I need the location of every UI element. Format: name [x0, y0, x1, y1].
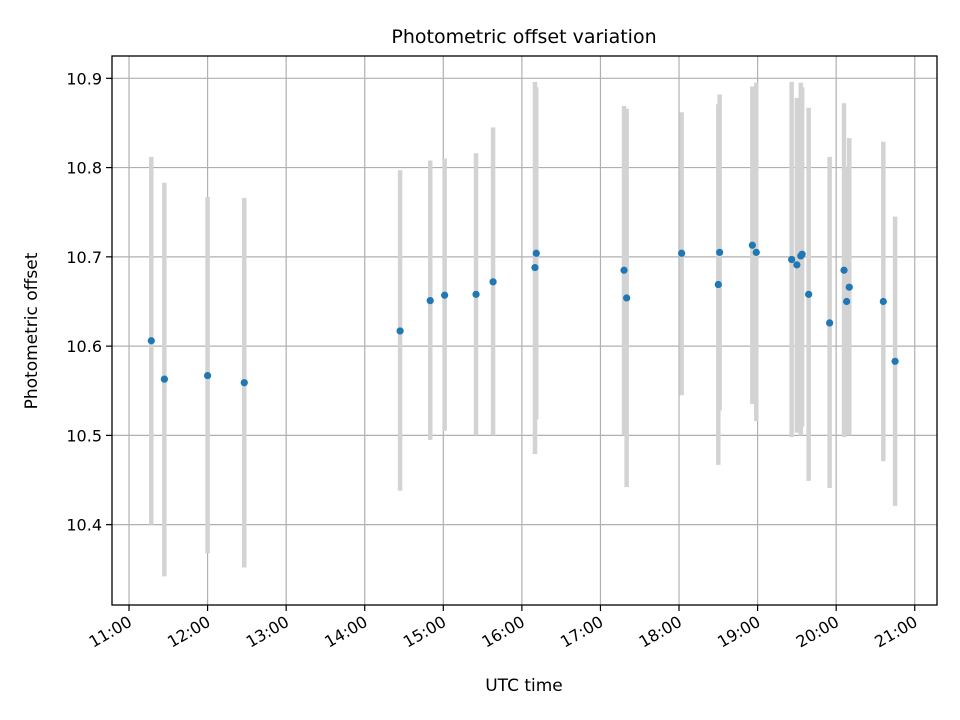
data-point	[620, 266, 628, 274]
data-point	[147, 337, 155, 345]
data-point	[240, 379, 248, 387]
data-point	[793, 261, 801, 269]
x-axis-ticks: 11:00 12:00 13:00 14:00 15:00 16:00 17:00 18:00…	[86, 605, 921, 652]
x-tick-label: 18:00	[636, 612, 685, 652]
y-tick-label: 10.4	[66, 516, 102, 535]
data-point	[879, 297, 887, 306]
point-layer	[147, 241, 899, 387]
data-point	[891, 357, 899, 365]
data-point	[798, 250, 806, 258]
data-point	[531, 263, 539, 272]
x-axis-label: UTC time	[485, 676, 563, 696]
y-tick-label: 10.6	[66, 337, 102, 356]
data-point	[678, 249, 686, 257]
x-tick-label: 14:00	[321, 612, 370, 652]
data-point	[426, 296, 434, 305]
data-point	[532, 249, 540, 257]
data-point	[160, 375, 168, 383]
error-bar-layer	[149, 81, 898, 577]
data-point	[716, 248, 724, 256]
x-tick-label: 12:00	[164, 612, 213, 652]
x-tick-label: 19:00	[714, 612, 763, 652]
x-tick-label: 11:00	[86, 612, 135, 652]
data-point	[203, 371, 212, 380]
data-point	[396, 327, 404, 335]
data-point	[843, 297, 851, 306]
data-point	[489, 278, 497, 286]
x-tick-label: 17:00	[557, 612, 606, 652]
data-point	[845, 283, 853, 291]
data-point	[472, 290, 480, 298]
data-point	[623, 294, 631, 302]
data-point	[752, 248, 760, 256]
grid-layer	[112, 56, 937, 605]
y-tick-label: 10.9	[66, 69, 102, 88]
y-axis-ticks: 10.4 10.5 10.6 10.7 10.8 10.9	[66, 69, 112, 535]
x-tick-label: 21:00	[871, 612, 920, 652]
data-point	[788, 255, 796, 264]
plot-frame	[111, 55, 938, 606]
data-point	[826, 319, 834, 327]
x-tick-label: 16:00	[478, 612, 527, 652]
y-tick-label: 10.8	[66, 159, 102, 178]
y-tick-label: 10.5	[66, 426, 102, 445]
y-axis-label: Photometric offset	[22, 252, 42, 409]
data-point	[748, 241, 756, 249]
x-tick-label: 20:00	[793, 612, 842, 652]
x-tick-label: 15:00	[400, 612, 449, 652]
chart-title: Photometric offset variation	[391, 26, 656, 48]
x-tick-label: 13:00	[243, 612, 292, 652]
data-point	[441, 291, 449, 299]
data-point	[714, 280, 722, 289]
y-tick-label: 10.7	[66, 248, 102, 267]
data-point	[840, 266, 848, 274]
data-point	[805, 290, 813, 298]
